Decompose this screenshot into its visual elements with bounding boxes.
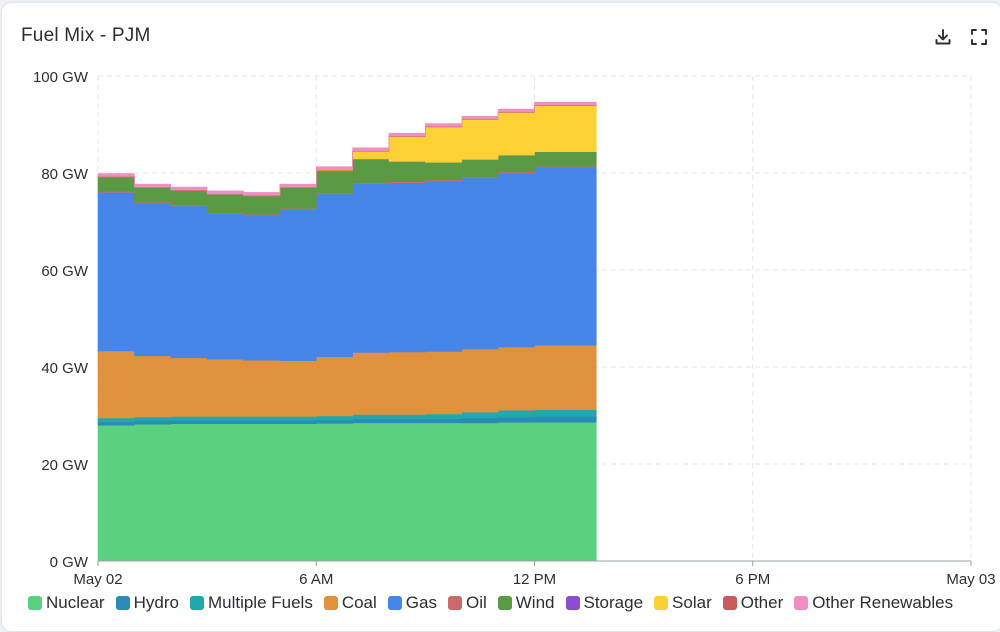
legend-item[interactable]: Solar (654, 593, 712, 613)
legend-item[interactable]: Oil (447, 593, 487, 613)
legend-item[interactable]: Other (722, 593, 784, 613)
y-tick-label: 100 GW (33, 69, 89, 86)
fullscreen-icon (971, 29, 987, 45)
legend-label: Nuclear (46, 593, 105, 612)
legend-swatch (189, 596, 204, 610)
y-tick-label: 0 GW (50, 554, 89, 571)
legend-item[interactable]: Other Renewables (794, 593, 953, 613)
download-icon (935, 29, 951, 45)
legend-item[interactable]: Nuclear (28, 593, 105, 613)
legend-label: Wind (515, 593, 555, 612)
area-nuclear (97, 422, 597, 562)
x-tick-label: 6 AM (299, 571, 333, 588)
legend-label: Gas (405, 593, 437, 612)
legend-item[interactable]: Storage (565, 593, 644, 613)
legend-swatch (447, 596, 462, 610)
legend-swatch (387, 596, 402, 610)
legend-swatch (722, 596, 737, 610)
legend-item[interactable]: Gas (387, 593, 437, 613)
legend-label: Other (740, 593, 784, 612)
y-tick-label: 40 GW (41, 360, 89, 377)
legend-swatch (323, 596, 338, 610)
y-tick-label: 60 GW (41, 263, 89, 280)
x-tick-label: 6 PM (735, 571, 770, 588)
legend-item[interactable]: Wind (497, 593, 555, 613)
area-other-renewables (97, 101, 597, 196)
legend-label: Storage (583, 593, 644, 612)
chart-title: Fuel Mix - PJM (21, 25, 151, 46)
legend-label: Hydro (133, 593, 179, 612)
fullscreen-button[interactable] (968, 26, 990, 48)
legend-label: Oil (465, 593, 487, 612)
x-tick-label: May 02 (73, 571, 122, 588)
x-tick-label: May 03 (946, 571, 995, 588)
legend-label: Coal (341, 593, 377, 612)
legend-swatch (115, 596, 130, 610)
legend-swatch (654, 596, 669, 610)
legend-swatch (565, 596, 580, 610)
legend-item[interactable]: Hydro (115, 593, 179, 613)
legend-item[interactable]: Coal (323, 593, 377, 613)
x-tick-label: 12 PM (513, 571, 556, 588)
y-tick-label: 80 GW (41, 166, 89, 183)
legend-label: Multiple Fuels (207, 593, 313, 612)
legend-item[interactable]: Multiple Fuels (189, 593, 313, 613)
legend-label: Solar (672, 593, 712, 612)
legend-swatch (28, 596, 42, 610)
legend-swatch (794, 596, 809, 610)
download-button[interactable] (932, 26, 954, 48)
legend-label: Other Renewables (812, 593, 954, 612)
legend-swatch (497, 596, 512, 610)
chart-legend: Nuclear Hydro Multiple Fuels Coal Gas Oil Wind… (28, 592, 964, 614)
y-tick-label: 20 GW (41, 457, 89, 474)
